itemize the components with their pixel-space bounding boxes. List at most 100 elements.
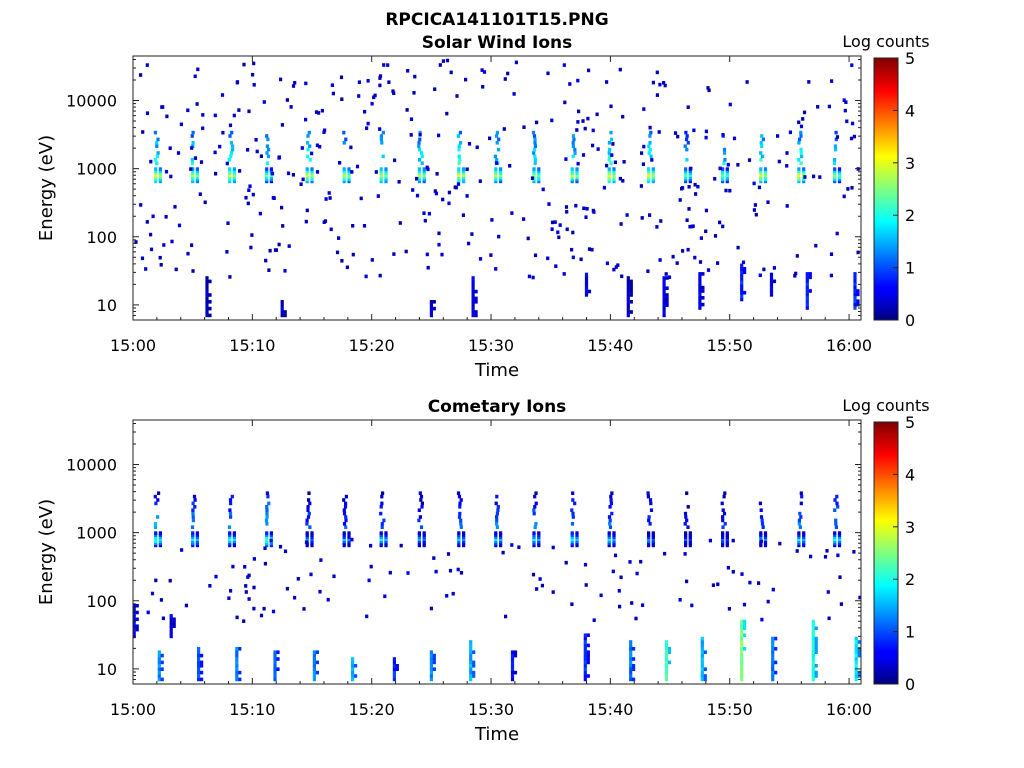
- heatmap-cell: [846, 187, 850, 191]
- heatmap-cell: [191, 167, 195, 171]
- heatmap-cell: [546, 71, 550, 76]
- heatmap-cell: [591, 208, 595, 213]
- heatmap-cell: [610, 511, 614, 516]
- heatmap-cell: [205, 293, 209, 297]
- heatmap-cell: [417, 539, 421, 544]
- heatmap-cell: [794, 271, 798, 276]
- heatmap-cell: [379, 171, 383, 175]
- heatmap-cell: [541, 187, 545, 192]
- heatmap-cell: [811, 657, 815, 661]
- heatmap-cell: [571, 498, 575, 502]
- heatmap-cell: [814, 626, 818, 631]
- heatmap-cell: [409, 133, 413, 137]
- heatmap-cell: [379, 173, 383, 177]
- heatmap-cell: [154, 578, 158, 583]
- heatmap-cell: [457, 169, 461, 173]
- heatmap-cell: [701, 296, 705, 300]
- heatmap-cell: [169, 624, 173, 628]
- heatmap-cell: [607, 158, 611, 162]
- heatmap-cell: [852, 134, 856, 139]
- heatmap-cell: [648, 141, 652, 145]
- heatmap-cell: [469, 660, 473, 665]
- heatmap-cell: [186, 108, 190, 113]
- heatmap-cell: [684, 130, 688, 135]
- heatmap-cell: [458, 158, 462, 162]
- heatmap-cell: [451, 591, 455, 596]
- heatmap-cell: [265, 533, 269, 537]
- heatmap-cell: [464, 77, 468, 82]
- heatmap-cell: [153, 494, 157, 499]
- heatmap-cell: [347, 531, 351, 535]
- heatmap-cell: [262, 606, 266, 611]
- heatmap-cell: [700, 674, 704, 678]
- heatmap-cell: [422, 541, 426, 546]
- heatmap-cell: [287, 244, 291, 248]
- heatmap-cell: [799, 134, 803, 138]
- heatmap-cell: [583, 667, 587, 671]
- heatmap-cell: [378, 83, 382, 88]
- heatmap-cell: [497, 234, 501, 239]
- heatmap-cell: [854, 650, 858, 654]
- heatmap-cell: [740, 653, 744, 658]
- heatmap-cell: [252, 83, 256, 87]
- heatmap-cell: [721, 177, 725, 182]
- heatmap-cell: [740, 267, 744, 271]
- heatmap-cell: [289, 105, 293, 109]
- heatmap-cell: [740, 647, 744, 651]
- heatmap-cell: [342, 535, 346, 539]
- heatmap-cell: [642, 144, 646, 149]
- heatmap-cell: [658, 258, 662, 262]
- heatmap-cell: [404, 249, 408, 254]
- heatmap-cell: [797, 169, 801, 173]
- heatmap-cell: [713, 177, 717, 181]
- heatmap-cell: [369, 543, 373, 548]
- heatmap-cell: [629, 293, 633, 297]
- heatmap-cell: [155, 154, 160, 159]
- heatmap-cell: [412, 91, 416, 95]
- heatmap-cell: [763, 171, 768, 175]
- heatmap-cell: [154, 177, 158, 182]
- heatmap-cell: [837, 531, 842, 535]
- heatmap-cell: [826, 590, 830, 594]
- heatmap-cell: [265, 539, 269, 544]
- heatmap-cell: [693, 182, 697, 187]
- heatmap-cell: [235, 670, 239, 675]
- heatmap-cell: [771, 643, 775, 648]
- heatmap-cell: [499, 173, 503, 177]
- heatmap-cell: [342, 543, 346, 548]
- heatmap-cell: [449, 70, 453, 75]
- heatmap-cell: [286, 171, 291, 176]
- heatmap-cell: [583, 677, 587, 682]
- heatmap-cell: [811, 653, 815, 658]
- heatmap-cell: [763, 177, 768, 182]
- heatmap-cell: [605, 163, 609, 168]
- heatmap-cell: [649, 501, 653, 506]
- heatmap-cell: [312, 650, 316, 654]
- heatmap-cell: [189, 167, 193, 171]
- heatmap-cell: [774, 636, 778, 641]
- heatmap-cell: [495, 522, 499, 526]
- heatmap-cell: [640, 151, 644, 155]
- heatmap-cell: [797, 177, 801, 182]
- heatmap-cell: [155, 144, 159, 148]
- heatmap-cell: [629, 643, 633, 648]
- heatmap-cell: [575, 543, 579, 548]
- heatmap-cell: [662, 306, 666, 311]
- heatmap-cell: [611, 569, 615, 574]
- heatmap-cell: [551, 545, 555, 550]
- heatmap-cell: [469, 670, 473, 675]
- heatmap-cell: [857, 674, 861, 678]
- heatmap-cell: [684, 177, 688, 182]
- heatmap-cell: [811, 660, 815, 665]
- heatmap-cell: [406, 69, 410, 73]
- heatmap-cell: [269, 169, 273, 173]
- heatmap-cell: [190, 134, 194, 138]
- heatmap-cell: [743, 633, 747, 637]
- heatmap-cell: [161, 616, 165, 621]
- heatmap-cell: [700, 643, 704, 648]
- x-tick-label: 15:30: [468, 336, 514, 355]
- heatmap-cell: [469, 664, 473, 668]
- heatmap-cell: [740, 287, 744, 292]
- heatmap-cell: [837, 539, 842, 544]
- heatmap-cell: [778, 541, 782, 546]
